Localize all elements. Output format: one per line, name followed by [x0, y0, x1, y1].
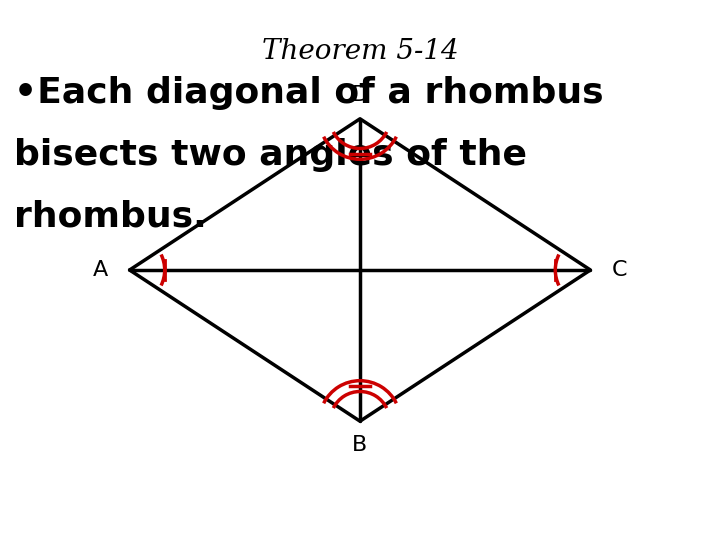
Text: bisects two angles of the: bisects two angles of the: [14, 138, 527, 172]
Text: rhombus.: rhombus.: [14, 200, 207, 234]
Text: •Each diagonal of a rhombus: •Each diagonal of a rhombus: [14, 76, 604, 110]
Text: Theorem 5-14: Theorem 5-14: [261, 38, 459, 65]
Text: C: C: [612, 260, 628, 280]
Text: D: D: [351, 85, 369, 105]
Text: B: B: [352, 435, 368, 455]
Text: A: A: [93, 260, 108, 280]
